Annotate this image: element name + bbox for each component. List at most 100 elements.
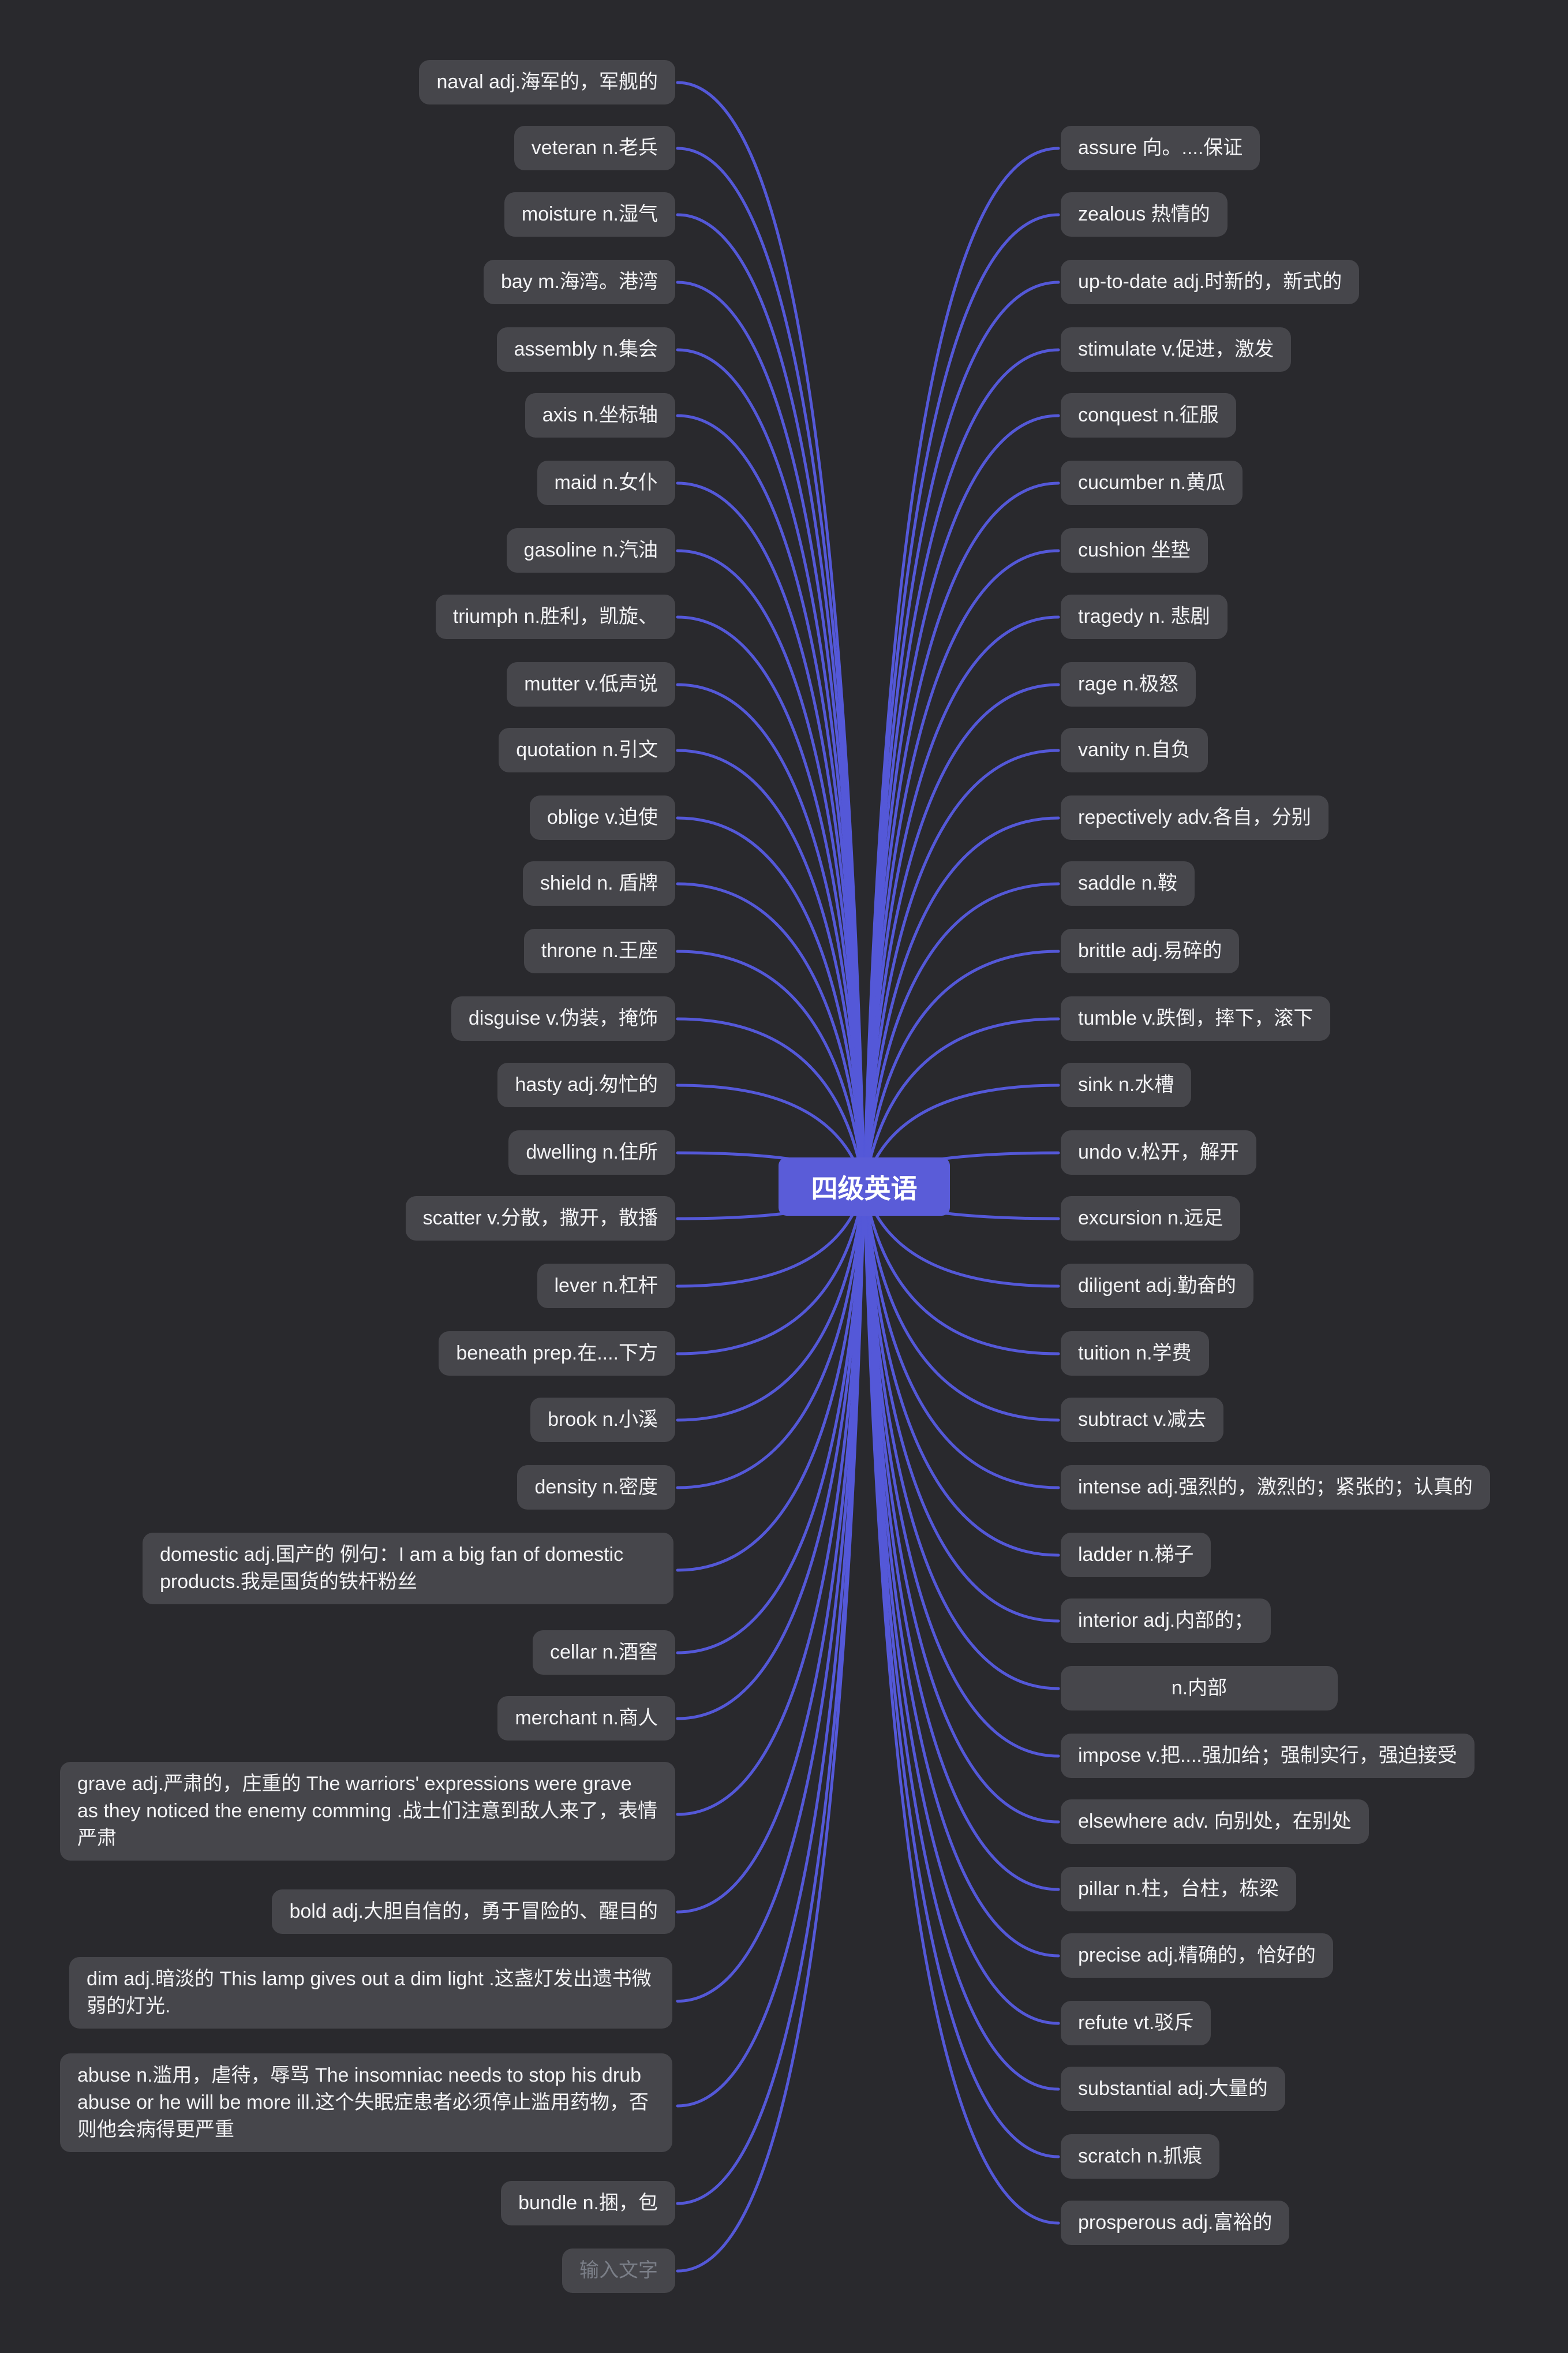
map-node[interactable]: axis n.坐标轴 [525,393,675,438]
edge-line [676,1185,866,1355]
edge-line [863,1084,1060,1188]
edge-line [676,1185,866,2108]
map-node[interactable]: undo v.松开，解开 [1061,1130,1257,1175]
map-node-label: repectively adv.各自，分别 [1078,806,1311,828]
map-node[interactable]: veteran n.老兵 [514,126,675,170]
map-node-label: veteran n.老兵 [531,137,658,159]
map-node[interactable]: excursion n.远足 [1061,1196,1241,1241]
edge-line [676,1185,866,1720]
root-node[interactable]: 四级英语 [779,1157,950,1216]
map-node-label: interior adj.内部的； [1078,1609,1254,1631]
map-node-label: oblige v.迫使 [547,806,658,828]
map-node[interactable]: throne n.王座 [523,929,675,973]
map-node[interactable]: scatter v.分散，撒开，散播 [405,1196,675,1241]
map-node-input[interactable]: 输入文字 [562,2249,675,2293]
map-node[interactable]: quotation n.引文 [499,728,675,772]
map-node[interactable]: dim adj.暗淡的 This lamp gives out a dim li… [69,1957,672,2029]
edge-line [676,1084,866,1188]
map-node-label: shield n. 盾牌 [540,872,658,894]
map-node-label: triumph n.胜利，凯旋、 [452,606,658,628]
map-node[interactable]: intense adj.强烈的，激烈的；紧张的；认真的 [1061,1465,1490,1510]
map-node[interactable]: ladder n.梯子 [1061,1533,1211,1577]
map-node[interactable]: dwelling n.住所 [508,1130,675,1175]
map-node[interactable]: saddle n.鞍 [1061,861,1195,906]
edge-line [863,950,1060,1188]
map-node[interactable]: gasoline n.汽油 [506,528,675,573]
map-node[interactable]: bundle n.捆，包 [501,2181,675,2225]
map-node[interactable]: moisture n.湿气 [504,192,675,237]
map-node[interactable]: domestic adj.国产的 例句：I am a big fan of do… [143,1533,673,1604]
map-node[interactable]: stimulate v.促进，激发 [1061,327,1292,372]
edge-line [863,481,1060,1188]
map-node[interactable]: mutter v.低声说 [507,662,675,707]
map-node[interactable]: density n.密度 [517,1465,675,1510]
edge-line [863,749,1060,1188]
map-node[interactable]: merchant n.商人 [497,1696,675,1741]
map-node[interactable]: scratch n.抓痕 [1061,2134,1220,2179]
map-node-label: mutter v.低声说 [524,673,658,695]
map-node[interactable]: precise adj.精确的，恰好的 [1061,1933,1333,1978]
map-node-label: gasoline n.汽油 [523,539,658,561]
map-node-label: bay m.海湾。港湾 [500,271,658,293]
map-node[interactable]: up-to-date adj.时新的，新式的 [1061,260,1360,304]
map-node[interactable]: abuse n.滥用，虐待，辱骂 The insomniac needs to … [60,2053,672,2152]
map-node[interactable]: naval adj.海军的，军舰的 [419,60,675,104]
map-node-label: rage n.极怒 [1078,673,1178,695]
map-node[interactable]: cucumber n.黄瓜 [1061,461,1243,505]
map-node[interactable]: rage n.极怒 [1061,662,1196,707]
map-node[interactable]: brittle adj.易碎的 [1061,929,1240,973]
map-node[interactable]: bay m.海湾。港湾 [483,260,675,304]
map-node[interactable]: interior adj.内部的； [1061,1598,1271,1643]
map-node-label: maid n.女仆 [554,472,658,494]
map-node[interactable]: diligent adj.勤奋的 [1061,1264,1254,1308]
map-node[interactable]: zealous 热情的 [1061,192,1228,237]
map-node[interactable]: bold adj.大胆自信的，勇于冒险的、醒目的 [272,1889,675,1934]
map-node[interactable]: impose v.把....强加给；强制实行，强迫接受 [1061,1734,1475,1778]
map-node[interactable]: brook n.小溪 [530,1398,675,1442]
edge-line [676,1185,866,1816]
map-node-label: stimulate v.促进，激发 [1078,338,1274,360]
edge-line [863,1185,1060,2225]
map-node[interactable]: tumble v.跌倒，摔下，滚下 [1061,996,1331,1041]
map-node[interactable]: assembly n.集会 [496,327,675,372]
map-node[interactable]: cellar n.酒窖 [532,1630,675,1675]
map-node[interactable]: disguise v.伪装，掩饰 [451,996,675,1041]
map-node[interactable]: conquest n.征服 [1061,393,1236,438]
edge-line [863,1185,1060,1690]
map-node[interactable]: grave adj.严肃的，庄重的 The warriors' expressi… [60,1762,675,1861]
map-node[interactable]: substantial adj.大量的 [1061,2067,1285,2111]
map-node[interactable]: maid n.女仆 [537,461,675,505]
map-node[interactable]: shield n. 盾牌 [522,861,675,906]
edge-line [863,147,1060,1188]
map-node[interactable]: sink n.水槽 [1061,1063,1192,1107]
map-node[interactable]: cushion 坐垫 [1061,528,1208,573]
map-node[interactable]: pillar n.柱，台柱，栋梁 [1061,1867,1296,1911]
map-node-label: 输入文字 [579,2259,658,2281]
map-node[interactable]: lever n.杠杆 [537,1264,675,1308]
map-node-label: scatter v.分散，撒开，散播 [422,1207,658,1229]
map-node[interactable]: beneath prep.在....下方 [439,1331,675,1376]
map-node[interactable]: assure 向。....保证 [1061,126,1260,170]
map-node[interactable]: prosperous adj.富裕的 [1061,2201,1290,2245]
map-node[interactable]: tuition n.学费 [1061,1331,1209,1376]
map-node-label: n.内部 [1171,1677,1228,1699]
map-node[interactable]: elsewhere adv. 向别处，在别处 [1061,1799,1369,1844]
map-node[interactable]: triumph n.胜利，凯旋、 [435,595,675,639]
map-node[interactable]: subtract v.减去 [1061,1398,1224,1442]
edge-line [676,1185,866,1654]
map-node[interactable]: vanity n.自负 [1061,728,1208,772]
map-node[interactable]: n.内部 [1061,1666,1338,1710]
edge-line [863,1185,1060,1422]
map-node[interactable]: tragedy n. 悲剧 [1061,595,1228,639]
map-node-label: grave adj.严肃的，庄重的 The warriors' expressi… [77,1773,658,1849]
edge-line [863,414,1060,1188]
map-node[interactable]: hasty adj.匆忙的 [497,1063,675,1107]
map-node[interactable]: oblige v.迫使 [529,795,675,840]
map-node[interactable]: repectively adv.各自，分别 [1061,795,1329,840]
map-node-label: subtract v.减去 [1078,1409,1207,1431]
map-node[interactable]: refute vt.驳斥 [1061,2001,1211,2045]
edge-line [863,1185,1060,2091]
edge-line [863,1185,1060,1758]
map-node-label: impose v.把....强加给；强制实行，强迫接受 [1078,1745,1457,1766]
